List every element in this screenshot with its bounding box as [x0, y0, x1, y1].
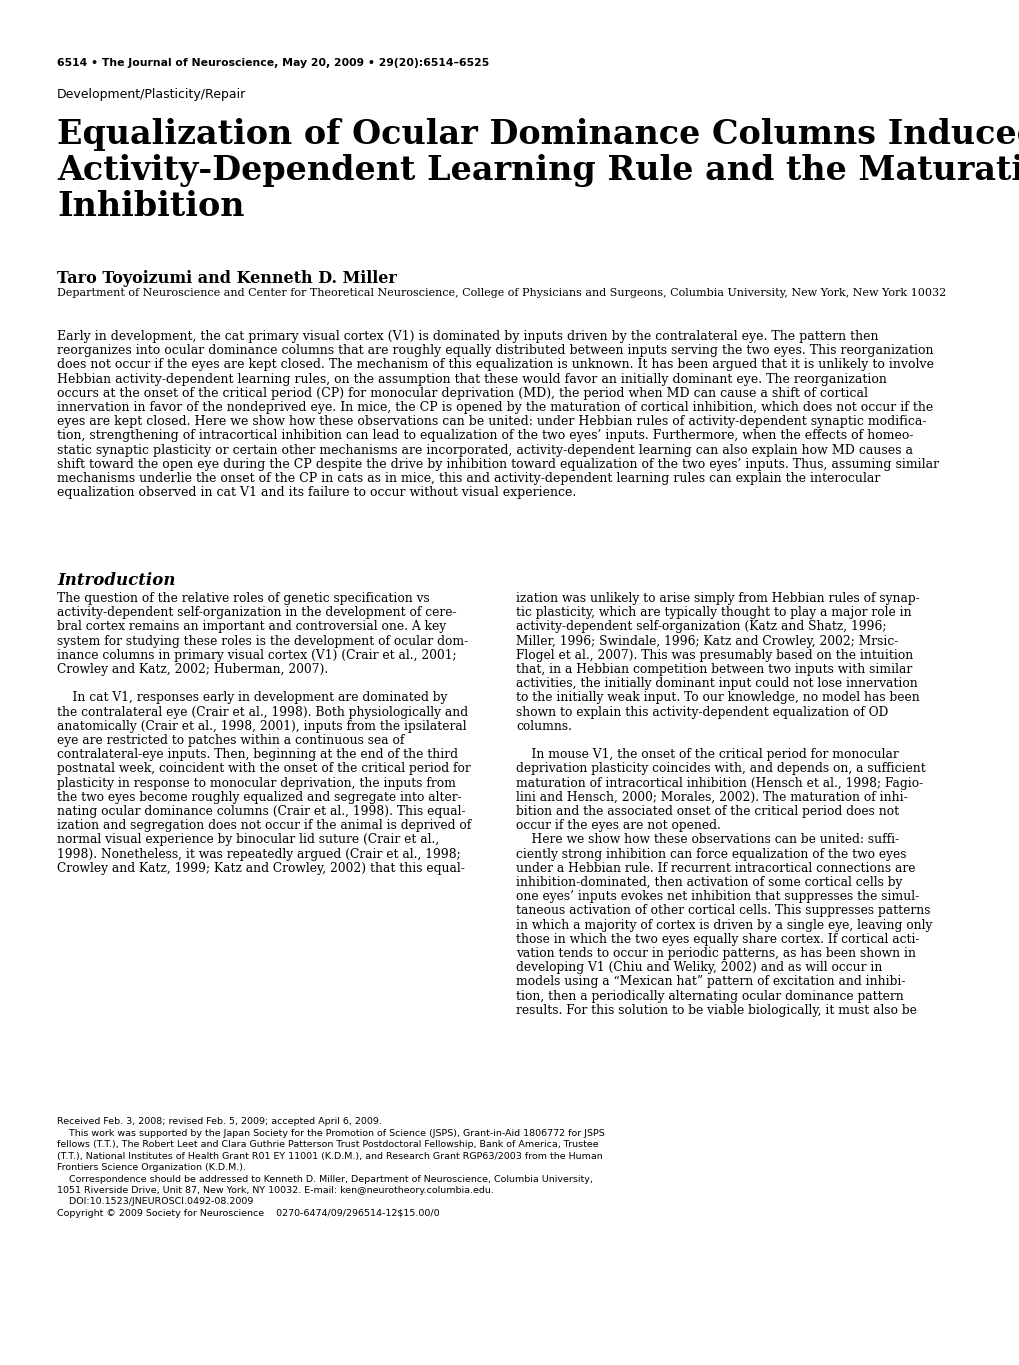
Text: eye are restricted to patches within a continuous sea of: eye are restricted to patches within a c… [57, 734, 404, 747]
Text: inhibition-dominated, then activation of some cortical cells by: inhibition-dominated, then activation of… [516, 876, 902, 889]
Text: fellows (T.T.), The Robert Leet and Clara Guthrie Patterson Trust Postdoctoral F: fellows (T.T.), The Robert Leet and Clar… [57, 1140, 598, 1149]
Text: under a Hebbian rule. If recurrent intracortical connections are: under a Hebbian rule. If recurrent intra… [516, 861, 915, 875]
Text: occur if the eyes are not opened.: occur if the eyes are not opened. [516, 819, 720, 833]
Text: shift toward the open eye during the CP despite the drive by inhibition toward e: shift toward the open eye during the CP … [57, 457, 938, 471]
Text: Department of Neuroscience and Center for Theoretical Neuroscience, College of P: Department of Neuroscience and Center fo… [57, 288, 946, 298]
Text: equalization observed in cat V1 and its failure to occur without visual experien: equalization observed in cat V1 and its … [57, 486, 576, 500]
Text: Crowley and Katz, 1999; Katz and Crowley, 2002) that this equal-: Crowley and Katz, 1999; Katz and Crowley… [57, 861, 465, 875]
Text: postnatal week, coincident with the onset of the critical period for: postnatal week, coincident with the onse… [57, 763, 471, 775]
Text: In mouse V1, the onset of the critical period for monocular: In mouse V1, the onset of the critical p… [516, 748, 898, 762]
Text: DOI:10.1523/JNEUROSCI.0492-08.2009: DOI:10.1523/JNEUROSCI.0492-08.2009 [57, 1197, 253, 1207]
Text: Equalization of Ocular Dominance Columns Induced by an: Equalization of Ocular Dominance Columns… [57, 117, 1019, 152]
Text: reorganizes into ocular dominance columns that are roughly equally distributed b: reorganizes into ocular dominance column… [57, 344, 932, 358]
Text: vation tends to occur in periodic patterns, as has been shown in: vation tends to occur in periodic patter… [516, 947, 915, 960]
Text: tion, then a periodically alternating ocular dominance pattern: tion, then a periodically alternating oc… [516, 990, 903, 1003]
Text: activity-dependent self-organization in the development of cere-: activity-dependent self-organization in … [57, 606, 457, 620]
Text: inance columns in primary visual cortex (V1) (Crair et al., 2001;: inance columns in primary visual cortex … [57, 648, 457, 662]
Text: 6514 • The Journal of Neuroscience, May 20, 2009 • 29(20):6514–6525: 6514 • The Journal of Neuroscience, May … [57, 57, 489, 68]
Text: one eyes’ inputs evokes net inhibition that suppresses the simul-: one eyes’ inputs evokes net inhibition t… [516, 890, 918, 904]
Text: tic plasticity, which are typically thought to play a major role in: tic plasticity, which are typically thou… [516, 606, 911, 620]
Text: static synaptic plasticity or certain other mechanisms are incorporated, activit: static synaptic plasticity or certain ot… [57, 444, 912, 457]
Text: This work was supported by the Japan Society for the Promotion of Science (JSPS): This work was supported by the Japan Soc… [57, 1129, 604, 1137]
Text: taneous activation of other cortical cells. This suppresses patterns: taneous activation of other cortical cel… [516, 905, 929, 917]
Text: developing V1 (Chiu and Weliky, 2002) and as will occur in: developing V1 (Chiu and Weliky, 2002) an… [516, 961, 881, 975]
Text: maturation of intracortical inhibition (Hensch et al., 1998; Fagio-: maturation of intracortical inhibition (… [516, 777, 922, 789]
Text: plasticity in response to monocular deprivation, the inputs from: plasticity in response to monocular depr… [57, 777, 455, 789]
Text: Inhibition: Inhibition [57, 190, 245, 222]
Text: Early in development, the cat primary visual cortex (V1) is dominated by inputs : Early in development, the cat primary vi… [57, 330, 877, 343]
Text: Copyright © 2009 Society for Neuroscience    0270-6474/09/296514-12$15.00/0: Copyright © 2009 Society for Neuroscienc… [57, 1209, 439, 1218]
Text: 1998). Nonetheless, it was repeatedly argued (Crair et al., 1998;: 1998). Nonetheless, it was repeatedly ar… [57, 848, 461, 860]
Text: Frontiers Science Organization (K.D.M.).: Frontiers Science Organization (K.D.M.). [57, 1163, 246, 1173]
Text: contralateral-eye inputs. Then, beginning at the end of the third: contralateral-eye inputs. Then, beginnin… [57, 748, 458, 762]
Text: (T.T.), National Institutes of Health Grant R01 EY 11001 (K.D.M.), and Research : (T.T.), National Institutes of Health Gr… [57, 1152, 602, 1160]
Text: bition and the associated onset of the critical period does not: bition and the associated onset of the c… [516, 805, 898, 818]
Text: Taro Toyoizumi and Kenneth D. Miller: Taro Toyoizumi and Kenneth D. Miller [57, 270, 396, 287]
Text: that, in a Hebbian competition between two inputs with similar: that, in a Hebbian competition between t… [516, 663, 911, 676]
Text: tion, strengthening of intracortical inhibition can lead to equalization of the : tion, strengthening of intracortical inh… [57, 430, 913, 442]
Text: models using a “Mexican hat” pattern of excitation and inhibi-: models using a “Mexican hat” pattern of … [516, 976, 905, 988]
Text: columns.: columns. [516, 719, 572, 733]
Text: ization was unlikely to arise simply from Hebbian rules of synap-: ization was unlikely to arise simply fro… [516, 592, 919, 605]
Text: system for studying these roles is the development of ocular dom-: system for studying these roles is the d… [57, 635, 468, 647]
Text: Introduction: Introduction [57, 572, 175, 590]
Text: eyes are kept closed. Here we show how these observations can be united: under H: eyes are kept closed. Here we show how t… [57, 415, 925, 429]
Text: the contralateral eye (Crair et al., 1998). Both physiologically and: the contralateral eye (Crair et al., 199… [57, 706, 468, 718]
Text: Crowley and Katz, 2002; Huberman, 2007).: Crowley and Katz, 2002; Huberman, 2007). [57, 663, 328, 676]
Text: Correspondence should be addressed to Kenneth D. Miller, Department of Neuroscie: Correspondence should be addressed to Ke… [57, 1174, 592, 1183]
Text: activity-dependent self-organization (Katz and Shatz, 1996;: activity-dependent self-organization (Ka… [516, 621, 886, 633]
Text: 1051 Riverside Drive, Unit 87, New York, NY 10032. E-mail: ken@neurotheory.colum: 1051 Riverside Drive, Unit 87, New York,… [57, 1186, 493, 1194]
Text: Here we show how these observations can be united: suffi-: Here we show how these observations can … [516, 834, 899, 846]
Text: shown to explain this activity-dependent equalization of OD: shown to explain this activity-dependent… [516, 706, 888, 718]
Text: mechanisms underlie the onset of the CP in cats as in mice, this and activity-de: mechanisms underlie the onset of the CP … [57, 472, 879, 485]
Text: results. For this solution to be viable biologically, it must also be: results. For this solution to be viable … [516, 1003, 916, 1017]
Text: ization and segregation does not occur if the animal is deprived of: ization and segregation does not occur i… [57, 819, 471, 833]
Text: bral cortex remains an important and controversial one. A key: bral cortex remains an important and con… [57, 621, 445, 633]
Text: deprivation plasticity coincides with, and depends on, a sufficient: deprivation plasticity coincides with, a… [516, 763, 925, 775]
Text: does not occur if the eyes are kept closed. The mechanism of this equalization i: does not occur if the eyes are kept clos… [57, 359, 933, 371]
Text: Hebbian activity-dependent learning rules, on the assumption that these would fa: Hebbian activity-dependent learning rule… [57, 373, 886, 385]
Text: The question of the relative roles of genetic specification vs: The question of the relative roles of ge… [57, 592, 429, 605]
Text: those in which the two eyes equally share cortex. If cortical acti-: those in which the two eyes equally shar… [516, 932, 919, 946]
Text: Flogel et al., 2007). This was presumably based on the intuition: Flogel et al., 2007). This was presumabl… [516, 648, 912, 662]
Text: innervation in favor of the nondeprived eye. In mice, the CP is opened by the ma: innervation in favor of the nondeprived … [57, 401, 932, 414]
Text: activities, the initially dominant input could not lose innervation: activities, the initially dominant input… [516, 677, 917, 691]
Text: to the initially weak input. To our knowledge, no model has been: to the initially weak input. To our know… [516, 692, 919, 704]
Text: nating ocular dominance columns (Crair et al., 1998). This equal-: nating ocular dominance columns (Crair e… [57, 805, 465, 818]
Text: Development/Plasticity/Repair: Development/Plasticity/Repair [57, 87, 246, 101]
Text: Miller, 1996; Swindale, 1996; Katz and Crowley, 2002; Mrsic-: Miller, 1996; Swindale, 1996; Katz and C… [516, 635, 898, 647]
Text: lini and Hensch, 2000; Morales, 2002). The maturation of inhi-: lini and Hensch, 2000; Morales, 2002). T… [516, 790, 907, 804]
Text: Activity-Dependent Learning Rule and the Maturation of: Activity-Dependent Learning Rule and the… [57, 154, 1019, 187]
Text: ciently strong inhibition can force equalization of the two eyes: ciently strong inhibition can force equa… [516, 848, 906, 860]
Text: anatomically (Crair et al., 1998, 2001), inputs from the ipsilateral: anatomically (Crair et al., 1998, 2001),… [57, 719, 466, 733]
Text: Received Feb. 3, 2008; revised Feb. 5, 2009; accepted April 6, 2009.: Received Feb. 3, 2008; revised Feb. 5, 2… [57, 1117, 381, 1126]
Text: the two eyes become roughly equalized and segregate into alter-: the two eyes become roughly equalized an… [57, 790, 462, 804]
Text: In cat V1, responses early in development are dominated by: In cat V1, responses early in developmen… [57, 692, 447, 704]
Text: in which a majority of cortex is driven by a single eye, leaving only: in which a majority of cortex is driven … [516, 919, 931, 931]
Text: occurs at the onset of the critical period (CP) for monocular deprivation (MD), : occurs at the onset of the critical peri… [57, 386, 867, 400]
Text: normal visual experience by binocular lid suture (Crair et al.,: normal visual experience by binocular li… [57, 834, 439, 846]
